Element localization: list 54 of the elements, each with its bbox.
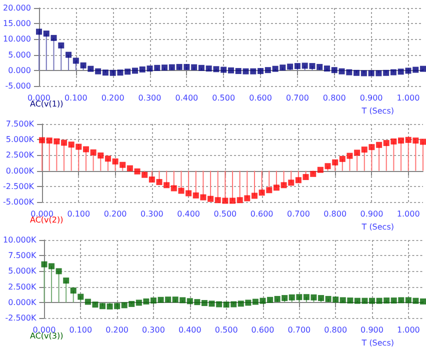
x-tick-label: 0.900 [360, 326, 384, 334]
x-tick-label: 0.800 [322, 94, 346, 102]
x-tick-label: 0.300 [140, 210, 164, 218]
x-tick-label: 0.500 [212, 94, 236, 102]
y-tick-label: 0.000K [6, 166, 35, 176]
x-tick-label: 0.700 [286, 94, 309, 102]
x-tick-label: 0.900 [360, 210, 384, 218]
y-tick-label: 5.000 [8, 50, 31, 60]
x-tick-label: 0.200 [101, 94, 124, 102]
y-tick-label: 0.000K [8, 298, 37, 307]
x-tick-label: 0.600 [250, 210, 274, 218]
x-axis-title: T (Secs) [360, 106, 394, 116]
x-tick-label: 0.500 [214, 210, 237, 218]
x-tick-label: 0.600 [249, 94, 272, 102]
y-tick-label: 0.000 [8, 66, 31, 75]
y-tick-label: 5.000K [8, 266, 37, 276]
x-tick-label: 0.100 [64, 94, 88, 102]
y-tick-label: -5.000 [5, 82, 31, 90]
x-tick-label: 0.600 [251, 326, 274, 334]
x-tick-label: 0.700 [287, 210, 310, 218]
x-tick-label: 0.400 [178, 326, 202, 334]
x-axis-title: T (Secs) [360, 222, 394, 232]
text: AC(v(3)) [30, 332, 64, 340]
y-tick-label: -5.000K [2, 198, 35, 206]
y-tick-label: 10.000 [2, 34, 31, 44]
x-tick-label: 0.400 [177, 210, 200, 218]
x-tick-label: 0.300 [138, 94, 162, 102]
x-tick-label: 0.800 [324, 210, 347, 218]
x-tick-label: 1.000 [396, 94, 420, 102]
x-tick-label: 0.200 [106, 326, 129, 334]
y-tick-label: 7.500K [8, 251, 37, 260]
y-tick-label: 2.500K [8, 282, 37, 292]
x-tick-label: 1.000 [396, 210, 420, 218]
x-tick-label: 0.800 [324, 326, 348, 334]
y-tick-label: 2.500K [6, 150, 35, 160]
y-tick-label: 15.000 [2, 19, 31, 28]
x-tick-label: 0.200 [104, 210, 127, 218]
x-tick-label: 0.100 [67, 210, 90, 218]
text: AC(v(2)) [30, 216, 64, 224]
y-tick-label: -2.500K [5, 314, 37, 322]
x-tick-label: 0.400 [175, 94, 198, 102]
x-tick-label: 0.500 [214, 326, 238, 334]
x-tick-label: 0.900 [360, 94, 383, 102]
y-tick-label: 10.000K [2, 236, 37, 244]
x-tick-label: 1.000 [396, 326, 420, 334]
x-tick-label: 0.300 [142, 326, 165, 334]
x-axis-title: T (Secs) [360, 338, 394, 348]
text: AC(v(1)) [30, 100, 64, 108]
y-tick-label: -2.500K [2, 182, 35, 191]
y-tick-label: 5.000K [6, 135, 35, 144]
y-tick-label: 7.500K [6, 120, 35, 128]
x-tick-label: 0.700 [288, 326, 311, 334]
x-tick-label: 0.100 [69, 326, 92, 334]
y-tick-label: 20.000 [2, 4, 31, 12]
